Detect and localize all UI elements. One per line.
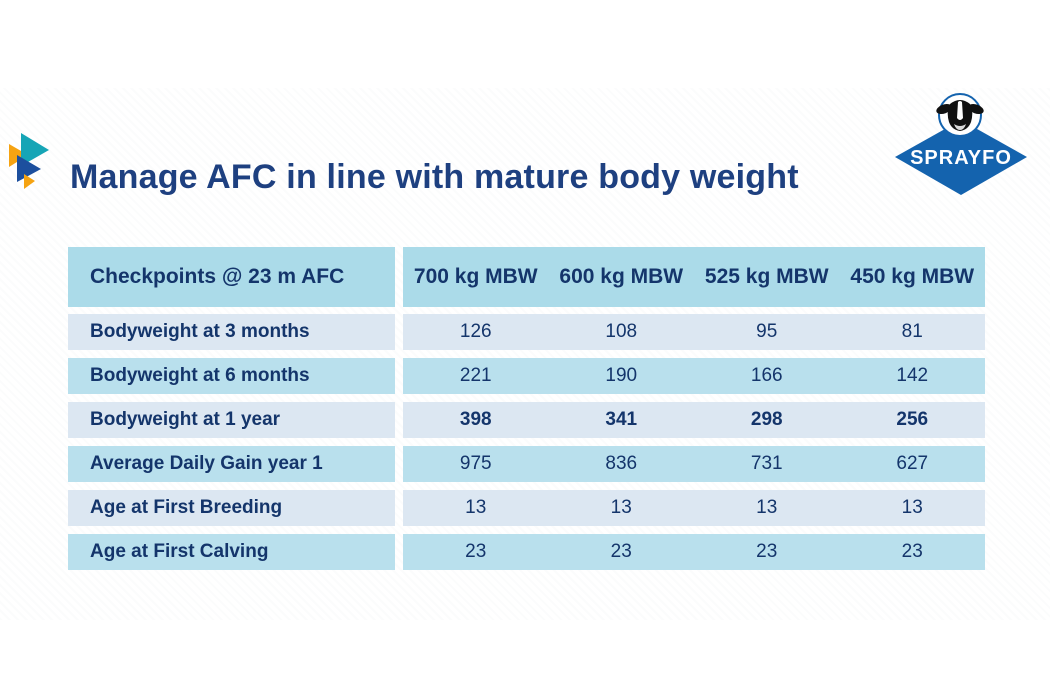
row-values: 23 23 23 23 [403, 534, 985, 570]
row-values: 126 108 95 81 [403, 314, 985, 350]
cell-value: 81 [901, 321, 923, 342]
cell-value: 398 [459, 409, 492, 430]
cell-value: 975 [459, 453, 492, 474]
cell-value: 13 [756, 497, 778, 518]
table-row: Age at First Breeding 13 13 13 13 [68, 490, 985, 526]
cell-value: 298 [750, 409, 783, 430]
cell-value: 23 [610, 541, 632, 562]
logo-diamond-shape [895, 120, 1027, 195]
row-label: Age at First Calving [68, 534, 395, 570]
table-row: Bodyweight at 6 months 221 190 166 142 [68, 358, 985, 394]
table-row: Bodyweight at 1 year 398 341 298 256 [68, 402, 985, 438]
table-row: Bodyweight at 3 months 126 108 95 81 [68, 314, 985, 350]
table-header-row: Checkpoints @ 23 m AFC 700 kg MBW 600 kg… [68, 247, 985, 307]
cell-value: 13 [465, 497, 487, 518]
row-label: Bodyweight at 1 year [68, 402, 395, 438]
column-header-600: 600 kg MBW [559, 265, 684, 288]
table-header-columns: 700 kg MBW 600 kg MBW 525 kg MBW 450 kg … [403, 247, 985, 307]
column-header-525: 525 kg MBW [704, 265, 829, 288]
cell-value: 627 [896, 453, 929, 474]
cell-value: 221 [459, 365, 492, 386]
column-header-700: 700 kg MBW [413, 265, 538, 288]
cell-value: 23 [465, 541, 487, 562]
row-values: 975 836 731 627 [403, 446, 985, 482]
table-row: Age at First Calving 23 23 23 23 [68, 534, 985, 570]
cell-value: 256 [896, 409, 929, 430]
cell-value: 190 [605, 365, 638, 386]
afc-table: Checkpoints @ 23 m AFC 700 kg MBW 600 kg… [68, 247, 985, 578]
cell-value: 13 [901, 497, 923, 518]
cell-value: 731 [750, 453, 783, 474]
cell-value: 13 [610, 497, 632, 518]
row-label: Bodyweight at 3 months [68, 314, 395, 350]
cell-value: 108 [605, 321, 638, 342]
calf-head-icon [936, 93, 984, 137]
table-header-label: Checkpoints @ 23 m AFC [68, 247, 395, 307]
cell-value: 95 [756, 321, 778, 342]
row-values: 13 13 13 13 [403, 490, 985, 526]
triangles-logo-svg [9, 133, 49, 189]
cell-value: 23 [901, 541, 923, 562]
sprayfo-logo-svg: SPRAYFO [895, 93, 1027, 195]
cell-value: 126 [459, 321, 492, 342]
sprayfo-logo: SPRAYFO [890, 92, 1032, 207]
row-label: Age at First Breeding [68, 490, 395, 526]
cell-value: 23 [756, 541, 778, 562]
cell-value: 836 [605, 453, 638, 474]
column-header-450: 450 kg MBW [850, 265, 975, 288]
triangles-logo-icon [8, 131, 52, 191]
table-row: Average Daily Gain year 1 975 836 731 62… [68, 446, 985, 482]
logo-brand-text: SPRAYFO [910, 147, 1012, 169]
cell-value: 142 [896, 365, 929, 386]
row-values: 221 190 166 142 [403, 358, 985, 394]
row-values: 398 341 298 256 [403, 402, 985, 438]
row-label: Average Daily Gain year 1 [68, 446, 395, 482]
page-title: Manage AFC in line with mature body weig… [70, 158, 799, 196]
cell-value: 341 [605, 409, 638, 430]
cell-value: 166 [750, 365, 783, 386]
row-label: Bodyweight at 6 months [68, 358, 395, 394]
